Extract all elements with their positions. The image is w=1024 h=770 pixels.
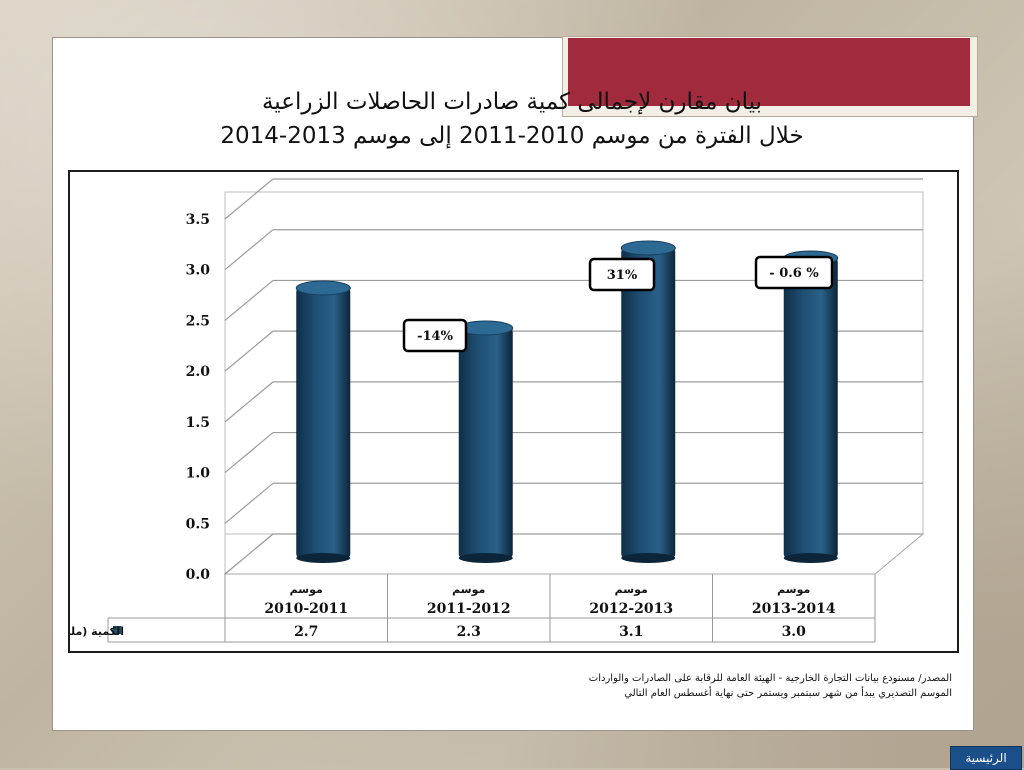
bar-base: [621, 553, 676, 563]
annotation-label: 31%: [607, 268, 638, 283]
gridline-diagonal: [224, 229, 274, 271]
bar-top: [620, 240, 676, 256]
x-category-label: 2011-2012: [427, 601, 511, 617]
x-category-label: موسم: [452, 583, 485, 596]
gridline-diagonal: [224, 381, 274, 423]
x-category-label: موسم: [290, 583, 323, 596]
bar: [296, 288, 351, 558]
annotation-box: [402, 318, 468, 353]
gridline-diagonal: [224, 482, 274, 524]
x-category-label: 2012-2013: [589, 601, 673, 617]
annotation-box: [754, 255, 834, 290]
bar-group: [295, 280, 351, 563]
title-line-1: بيان مقارن لإجمالى كمية صادرات الحاصلات …: [261, 89, 763, 115]
bar-group: [783, 250, 839, 563]
legend-swatch: [113, 626, 121, 634]
bar-chart: 0.0 0.5 1.0 1.5 2.0 2.5 3.0 3.5 -14% 31% - 0.6 % مو…: [70, 178, 925, 643]
chart-frame: 0.0 0.5 1.0 1.5 2.0 2.5 3.0 3.5 -14% 31% - 0.6 % مو…: [68, 170, 959, 653]
y-tick-label: 1.0: [186, 466, 211, 482]
annotation-label: -14%: [417, 329, 453, 344]
bar-group: [620, 240, 676, 563]
gridline-diagonal: [224, 279, 274, 321]
source-line-2: الموسم التصديري يبدأ من شهر سبتمبر ويستم…: [624, 688, 952, 699]
bar-base: [296, 553, 351, 563]
bar: [621, 248, 676, 558]
annotation-box: [588, 257, 656, 292]
y-tick-label: 3.0: [186, 263, 211, 279]
source-note: المصدر/ مسنودع بيانات التجارة الخارجية -…: [400, 671, 952, 701]
gridline-diagonal: [224, 432, 274, 474]
gridline-diagonal: [224, 178, 274, 220]
x-category-label: 2010-2011: [264, 601, 348, 617]
bar-group: [458, 320, 514, 563]
gridline-diagonal: [224, 533, 274, 575]
header-banner: [568, 38, 970, 106]
source-line-1: المصدر/ مسنودع بيانات التجارة الخارجية -…: [588, 673, 952, 684]
home-button[interactable]: الرئيسية: [950, 746, 1022, 770]
bar-base: [783, 553, 838, 563]
legend-label: الكمية (مليون طن): [70, 625, 124, 638]
x-category-label: موسم: [615, 583, 648, 596]
table-value: 2.7: [294, 624, 318, 640]
bar: [458, 328, 513, 558]
title-line-2: خلال الفترة من موسم 2010-2011 إلى موسم 2…: [220, 123, 804, 149]
x-category-label: 2013-2014: [752, 601, 836, 617]
bar: [783, 258, 838, 558]
table-value: 3.1: [619, 624, 643, 640]
gridline-diagonal: [224, 330, 274, 372]
bar-top: [295, 280, 351, 296]
y-tick-label: 1.5: [186, 415, 210, 431]
y-tick-label: 3.5: [186, 212, 210, 228]
x-category-label: موسم: [777, 583, 810, 596]
annotation-label: - 0.6 %: [769, 266, 819, 281]
bar-base: [458, 553, 513, 563]
table-value: 3.0: [782, 624, 807, 640]
y-tick-label: 2.0: [186, 364, 211, 380]
slide-title: بيان مقارن لإجمالى كمية صادرات الحاصلات …: [60, 85, 964, 153]
y-tick-label: 0.0: [186, 567, 211, 583]
y-tick-label: 0.5: [186, 516, 210, 532]
table-value: 2.3: [457, 624, 481, 640]
y-tick-label: 2.5: [186, 313, 210, 329]
